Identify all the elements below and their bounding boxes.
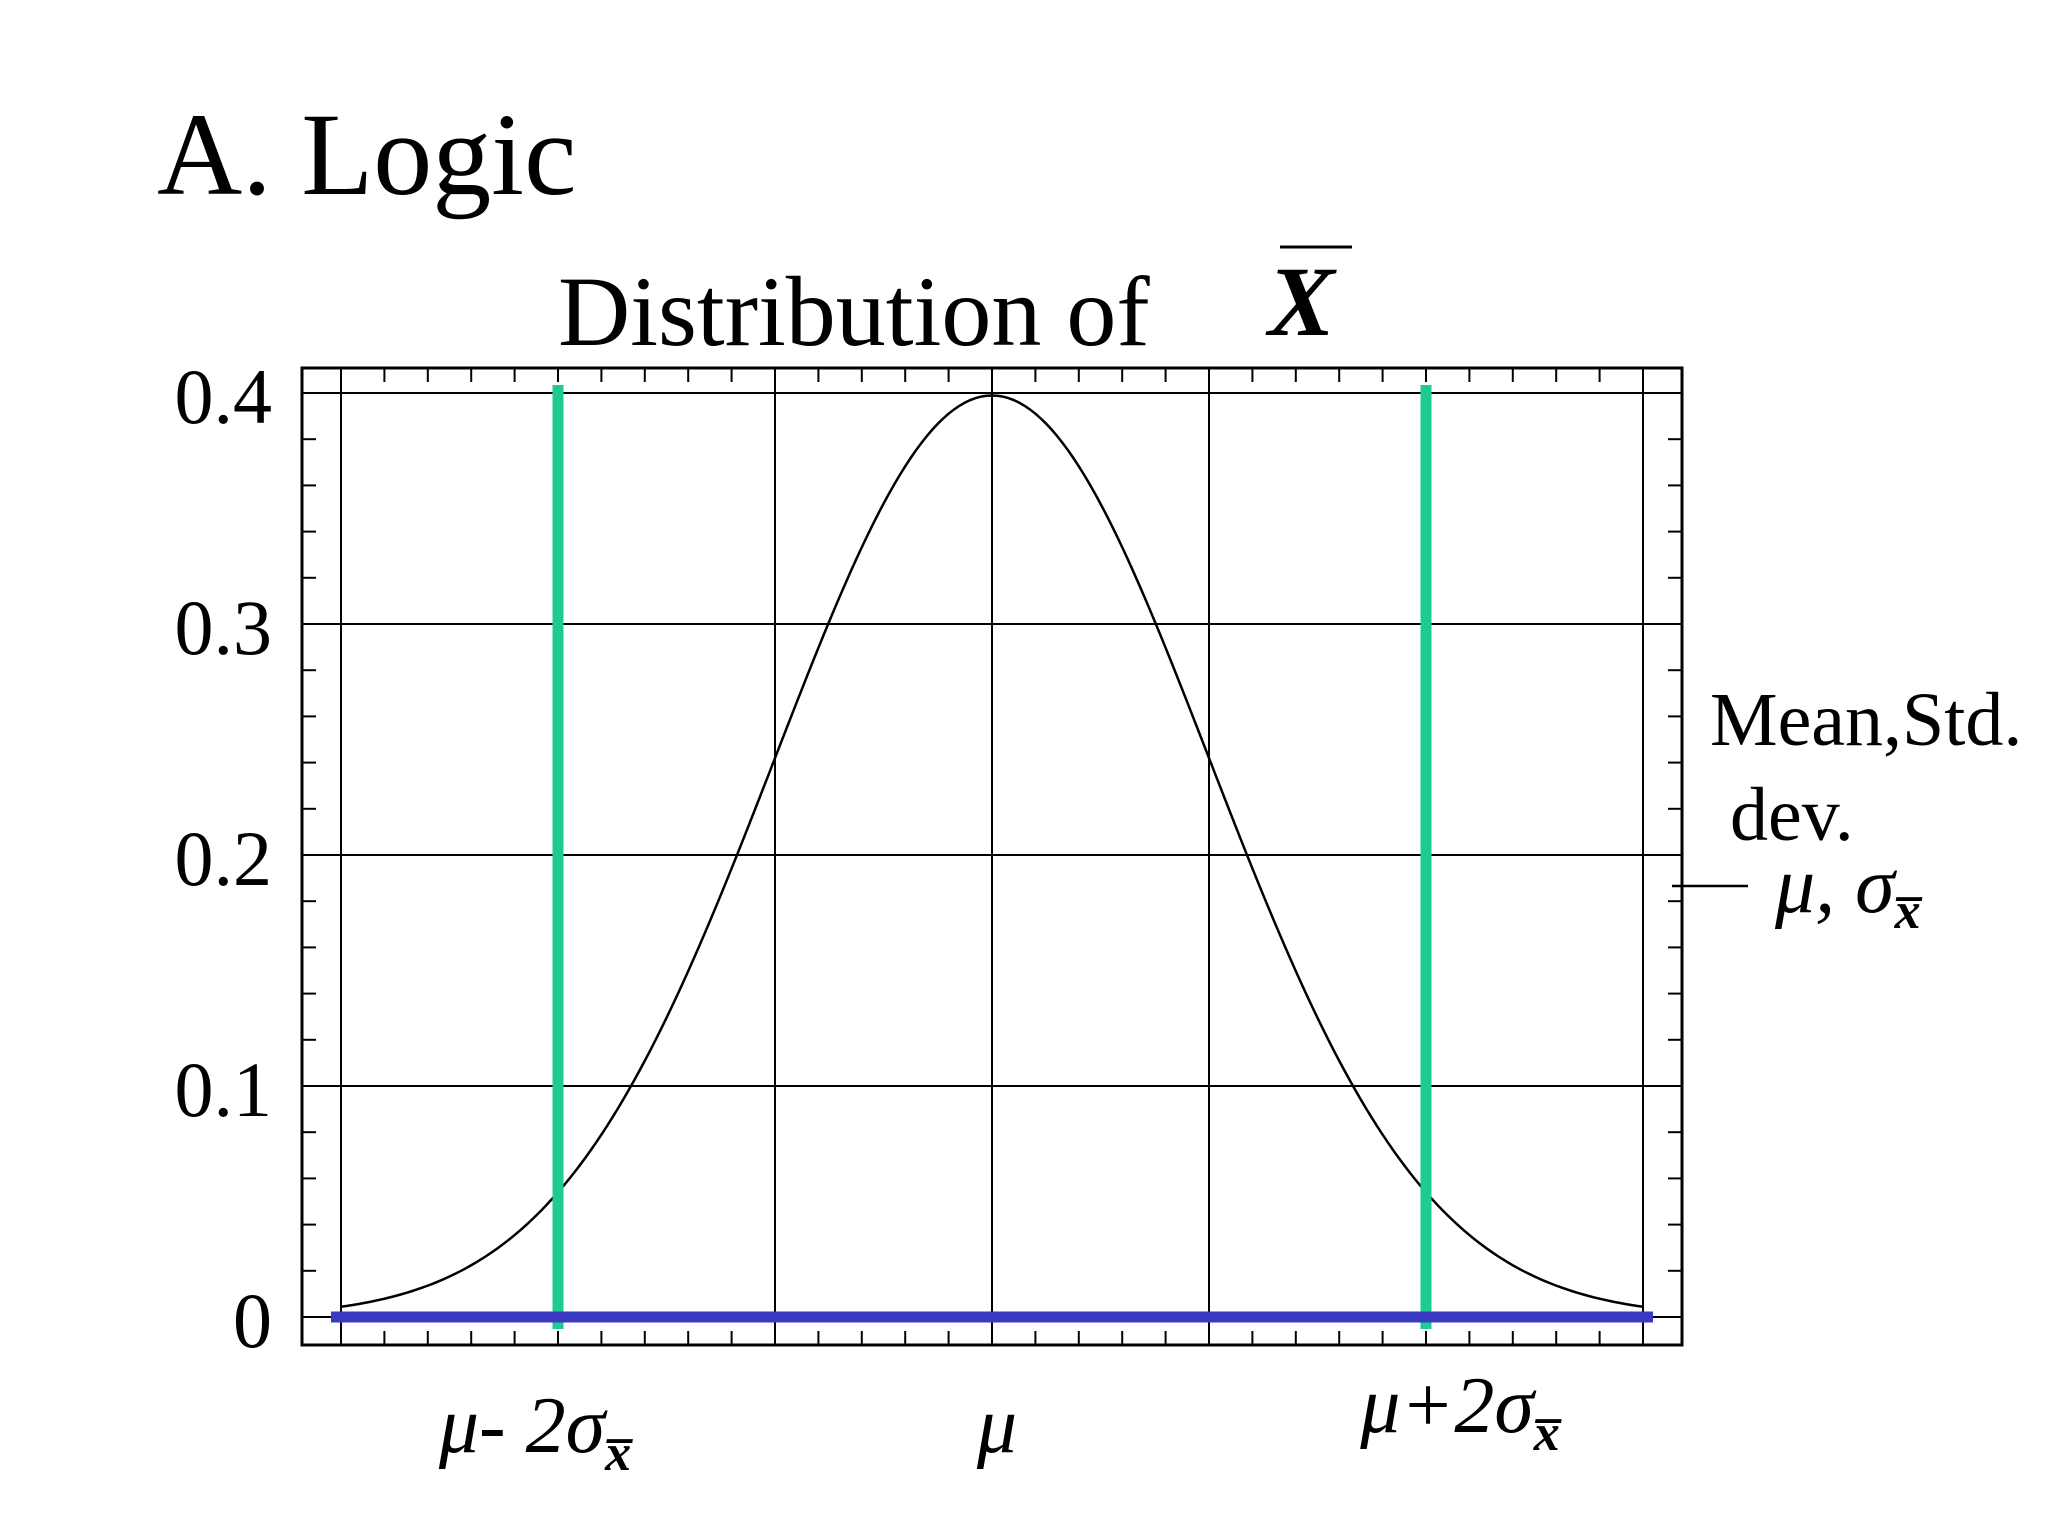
x-tick-label-subscript: x̅ [604,1425,633,1482]
x-axis-labels: μ- 2σx̅ μ μ+2σx̅ [438,1362,1562,1482]
x-tick-label: μ- 2σx̅ [438,1382,633,1482]
y-tick-label: 0.1 [175,1046,273,1133]
y-tick-label: 0.2 [175,815,273,902]
mean-std-annotation: Mean,Std. dev.μ, σx̅ [1672,678,2022,940]
x-tick-label-text: μ- 2σx̅ [438,1382,633,1482]
chart-title-text: Distribution of [558,256,1150,367]
annotation-line2: dev. [1730,773,1854,857]
x-tick-label: μ+2σx̅ [1359,1362,1562,1462]
annotation-line1: Mean,Std. [1710,678,2022,762]
chart-title-symbol: X [1265,246,1337,357]
chart-title: Distribution of X [558,245,1352,367]
x-tick-label-text: μ+2σx̅ [1359,1362,1562,1462]
x-tick-label-text: μ [976,1382,1017,1470]
annotation-math-subscript: x̅ [1894,883,1923,940]
annotation-math: μ, σx̅ [1774,842,1923,940]
y-tick-label: 0 [233,1277,272,1364]
plot-area [300,366,1684,1347]
x-tick-label-subscript: x̅ [1533,1405,1562,1462]
y-tick-label: 0.3 [175,584,273,671]
x-tick-label: μ [976,1382,1017,1470]
slide-title: A. Logic [157,89,577,220]
y-tick-label: 0.4 [175,353,273,440]
y-axis-labels: 0 0.1 0.2 0.3 0.4 [175,353,273,1364]
